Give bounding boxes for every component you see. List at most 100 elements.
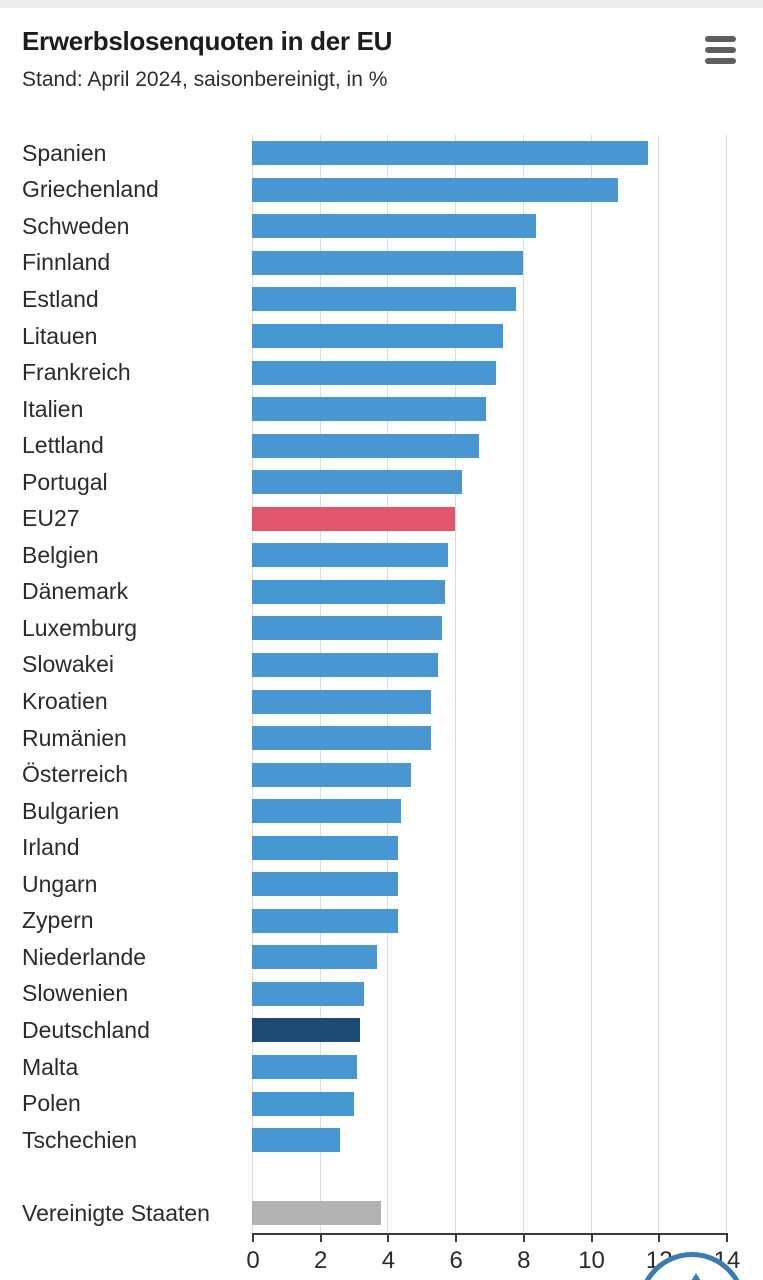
bar-row: Niederlande: [0, 939, 763, 976]
bar[interactable]: [252, 1128, 341, 1153]
circle-arrow-icon: [689, 1273, 703, 1280]
bar[interactable]: [252, 506, 456, 531]
axis-tick-label: 10: [578, 1247, 605, 1274]
axis-tick: [726, 1233, 728, 1242]
bar-label: Irland: [22, 834, 80, 861]
bar[interactable]: [252, 1018, 361, 1043]
bar[interactable]: [252, 1091, 354, 1116]
bar-label: Malta: [22, 1053, 79, 1080]
bar[interactable]: [252, 616, 442, 641]
bar[interactable]: [252, 543, 449, 568]
bar-row: Vereinigte Staaten: [0, 1195, 763, 1232]
bar-label: Slowenien: [22, 980, 129, 1007]
page-title: Erwerbslosenquoten in der EU: [22, 26, 393, 56]
bar-label: Belgien: [22, 541, 99, 568]
axis-tick: [658, 1233, 661, 1242]
bar[interactable]: [252, 177, 618, 202]
bar[interactable]: [252, 360, 496, 385]
bar-row: Deutschland: [0, 1012, 763, 1049]
bar-row: EU27: [0, 501, 763, 538]
bar-label: Niederlande: [22, 943, 147, 970]
bar[interactable]: [252, 689, 432, 714]
bar[interactable]: [252, 945, 378, 970]
bar[interactable]: [252, 835, 398, 860]
bar-label: Kroatien: [22, 688, 108, 715]
bar-label: Österreich: [22, 761, 129, 788]
axis-tick: [590, 1233, 593, 1242]
bar[interactable]: [252, 981, 364, 1006]
bar[interactable]: [252, 287, 517, 312]
bar-label: Frankreich: [22, 359, 131, 386]
bar-row: Zypern: [0, 903, 763, 940]
bar-row: Österreich: [0, 756, 763, 793]
bar[interactable]: [252, 799, 401, 824]
bar[interactable]: [252, 433, 479, 458]
bar[interactable]: [252, 652, 439, 677]
bar-label: Estland: [22, 285, 99, 312]
bar-label: Spanien: [22, 139, 107, 166]
bar-row: Frankreich: [0, 354, 763, 391]
menu-button[interactable]: [705, 36, 737, 64]
bar-label: Italien: [22, 395, 84, 422]
axis-tick: [387, 1233, 390, 1242]
bar[interactable]: [252, 470, 462, 495]
top-strip: [0, 0, 763, 8]
hamburger-icon: [705, 47, 736, 53]
bar-label: Zypern: [22, 907, 94, 934]
bar-row: Schweden: [0, 208, 763, 245]
bar-row: Ungarn: [0, 866, 763, 903]
bar-row: Dänemark: [0, 574, 763, 611]
bar[interactable]: [252, 324, 503, 349]
bar[interactable]: [252, 579, 445, 604]
bar-row: Bulgarien: [0, 793, 763, 830]
axis-tick-label: 4: [381, 1247, 396, 1274]
x-axis-line: [252, 1233, 728, 1235]
bar-label: Portugal: [22, 468, 108, 495]
gridline: [387, 135, 389, 1233]
bar[interactable]: [252, 250, 523, 275]
bar-row: Litauen: [0, 318, 763, 355]
bar-row: Kroatien: [0, 683, 763, 720]
bar-row: Estland: [0, 281, 763, 318]
bar-row: Slowenien: [0, 976, 763, 1013]
bar-row: Finnland: [0, 245, 763, 282]
bar-row: Lettland: [0, 427, 763, 464]
bar[interactable]: [252, 726, 432, 751]
bar[interactable]: [252, 1055, 357, 1080]
gridline: [319, 135, 321, 1233]
bar-label: Griechenland: [22, 176, 159, 203]
bar-row: Rumänien: [0, 720, 763, 757]
bar-label: Rumänien: [22, 724, 127, 751]
axis-tick-label: 2: [314, 1247, 328, 1274]
bar-label: Slowakei: [22, 651, 115, 678]
bar-label: Ungarn: [22, 870, 98, 897]
bar-row: Polen: [0, 1085, 763, 1122]
bar[interactable]: [252, 1201, 381, 1226]
bar-label: EU27: [22, 505, 80, 532]
bar-label: Dänemark: [22, 578, 129, 605]
axis-tick: [522, 1233, 525, 1242]
page-subtitle: Stand: April 2024, saisonbereinigt, in %: [22, 68, 388, 91]
bar-row: Portugal: [0, 464, 763, 501]
bar[interactable]: [252, 908, 398, 933]
bar-label: Tschechien: [22, 1126, 138, 1153]
bar-row: Tschechien: [0, 1122, 763, 1159]
bar-row: Italien: [0, 391, 763, 428]
axis-tick-label: 0: [246, 1247, 260, 1274]
bar[interactable]: [252, 762, 412, 787]
axis-tick: [455, 1233, 458, 1242]
bar[interactable]: [252, 214, 537, 239]
bar-label: Bulgarien: [22, 797, 120, 824]
bar-row: Irland: [0, 829, 763, 866]
bar[interactable]: [252, 397, 486, 422]
gridline: [726, 135, 727, 1233]
bar-label: Finnland: [22, 249, 111, 276]
bar[interactable]: [252, 141, 649, 166]
bar[interactable]: [252, 872, 398, 897]
bar-row: Luxemburg: [0, 610, 763, 647]
bar-label: Schweden: [22, 212, 130, 239]
bar-label: Lettland: [22, 432, 104, 459]
axis-tick: [319, 1233, 322, 1242]
